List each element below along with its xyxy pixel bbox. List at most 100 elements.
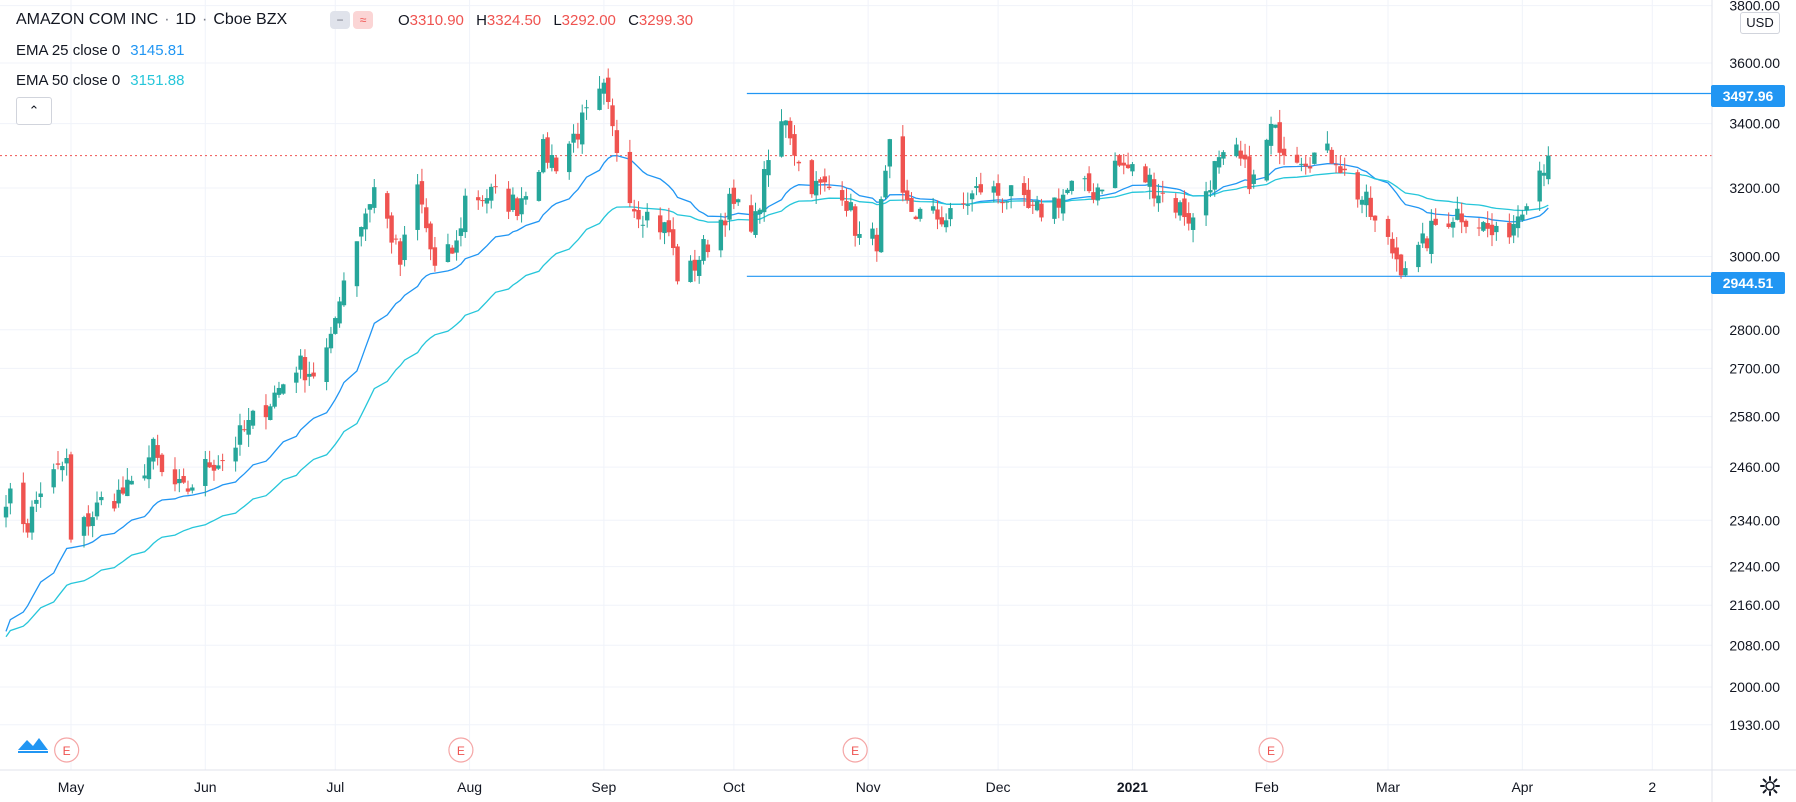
minus-icon[interactable]: − [330, 11, 350, 29]
candle-body [878, 199, 884, 253]
candle-body [718, 219, 724, 251]
candles[interactable] [3, 68, 1551, 548]
candle-body [1312, 152, 1317, 164]
candle-body [242, 429, 247, 431]
price-tick-label: 2080.00 [1729, 637, 1780, 653]
ema50-legend[interactable]: EMA 50 close 0 3151.88 [16, 72, 184, 89]
candle-body [761, 169, 767, 213]
candle-body [523, 196, 529, 200]
earnings-marker[interactable]: E [1258, 737, 1284, 763]
candle-body [94, 502, 100, 517]
collapse-legend-button[interactable]: ⌃ [16, 97, 52, 125]
candle-body [177, 478, 182, 484]
candle-body [969, 193, 975, 200]
candle-body [1511, 224, 1516, 236]
time-tick-label: Apr [1511, 779, 1533, 795]
candle-body [567, 143, 572, 173]
candle-body [146, 457, 152, 480]
earnings-circle [54, 737, 80, 763]
candle-body [190, 487, 195, 491]
candle-body [1294, 154, 1300, 163]
candle-body [1121, 162, 1126, 166]
candle-body [822, 176, 828, 183]
candle-body [1182, 198, 1187, 218]
candle-body [398, 241, 403, 265]
candle-body [705, 244, 711, 253]
candle-body [1173, 198, 1178, 213]
ema25-label: EMA 25 close 0 [16, 42, 121, 59]
candle-body [584, 107, 589, 109]
candle-body [393, 238, 399, 240]
symbol-header[interactable]: AMAZON COM INC · 1D · Cboe BZX [16, 11, 288, 28]
candle-body [268, 406, 273, 420]
candle-body [337, 301, 342, 324]
candle-body [809, 160, 815, 195]
candle-body [276, 387, 282, 395]
candle-body [779, 121, 784, 157]
candle-body [1372, 215, 1378, 221]
candle-body [1034, 201, 1040, 211]
candle-body [341, 280, 347, 306]
time-tick-label: Oct [723, 779, 745, 795]
candle-body [1086, 173, 1092, 192]
candle-body [1052, 197, 1057, 219]
candle-body [385, 193, 390, 219]
chart-grid [0, 0, 1712, 770]
candle-body [129, 480, 134, 485]
settings-gear-icon[interactable] [1760, 776, 1780, 796]
earnings-marker[interactable]: E [842, 737, 868, 763]
candle-body [419, 181, 425, 205]
candle-body [246, 420, 251, 435]
candle-body [272, 392, 277, 407]
candle-body [666, 220, 672, 233]
interval-label: 1D [175, 11, 196, 28]
candle-body [1416, 244, 1421, 268]
candle-body [909, 198, 914, 212]
candle-body [870, 228, 875, 239]
candle-body [493, 186, 498, 188]
candle-body [1307, 166, 1313, 169]
tradingview-logo-icon[interactable] [15, 730, 51, 756]
candle-body [1160, 192, 1165, 194]
candle-body [696, 259, 702, 276]
candle-body [1268, 123, 1274, 146]
candle-body [1494, 225, 1499, 233]
candle-body [1420, 233, 1425, 244]
candle-body [1056, 198, 1061, 208]
time-tick-label: Jun [194, 779, 217, 795]
ema25-legend[interactable]: EMA 25 close 0 3145.81 [16, 42, 184, 59]
candle-body [237, 425, 243, 445]
candle-body [813, 180, 819, 196]
candle-body [614, 130, 620, 153]
symbol-name: AMAZON COM INC [16, 11, 159, 28]
candle-body [81, 517, 87, 536]
candle-body [1082, 178, 1087, 180]
candle-body [1303, 163, 1308, 167]
candle-body [796, 161, 802, 164]
high-value: 3324.50 [486, 12, 542, 29]
time-tick-label: Aug [457, 779, 482, 795]
earnings-marker[interactable]: E [448, 737, 474, 763]
candle-body [839, 190, 845, 201]
candle-body [263, 405, 269, 418]
candle-body [1004, 201, 1009, 203]
price-tick-label: 2460.00 [1729, 459, 1780, 475]
candle-body [1299, 163, 1304, 165]
candle-body [1325, 143, 1330, 151]
wave-icon[interactable]: ≈ [353, 11, 373, 29]
earnings-label: E [1267, 744, 1275, 758]
candle-body [757, 209, 763, 215]
candle-body [1247, 156, 1252, 190]
candle-body [1208, 190, 1213, 193]
time-axis[interactable]: May Jun Jul Aug Sep Oct Nov Dec 2021 Feb Mar Apr 2 [58, 779, 1657, 795]
candle-body [978, 184, 983, 193]
candle-body [1060, 194, 1066, 214]
currency-button[interactable]: USD [1740, 12, 1780, 34]
earnings-marker[interactable]: E [54, 737, 80, 763]
candle-body [172, 469, 178, 485]
candle-body [935, 209, 940, 220]
candle-body [1368, 197, 1373, 217]
